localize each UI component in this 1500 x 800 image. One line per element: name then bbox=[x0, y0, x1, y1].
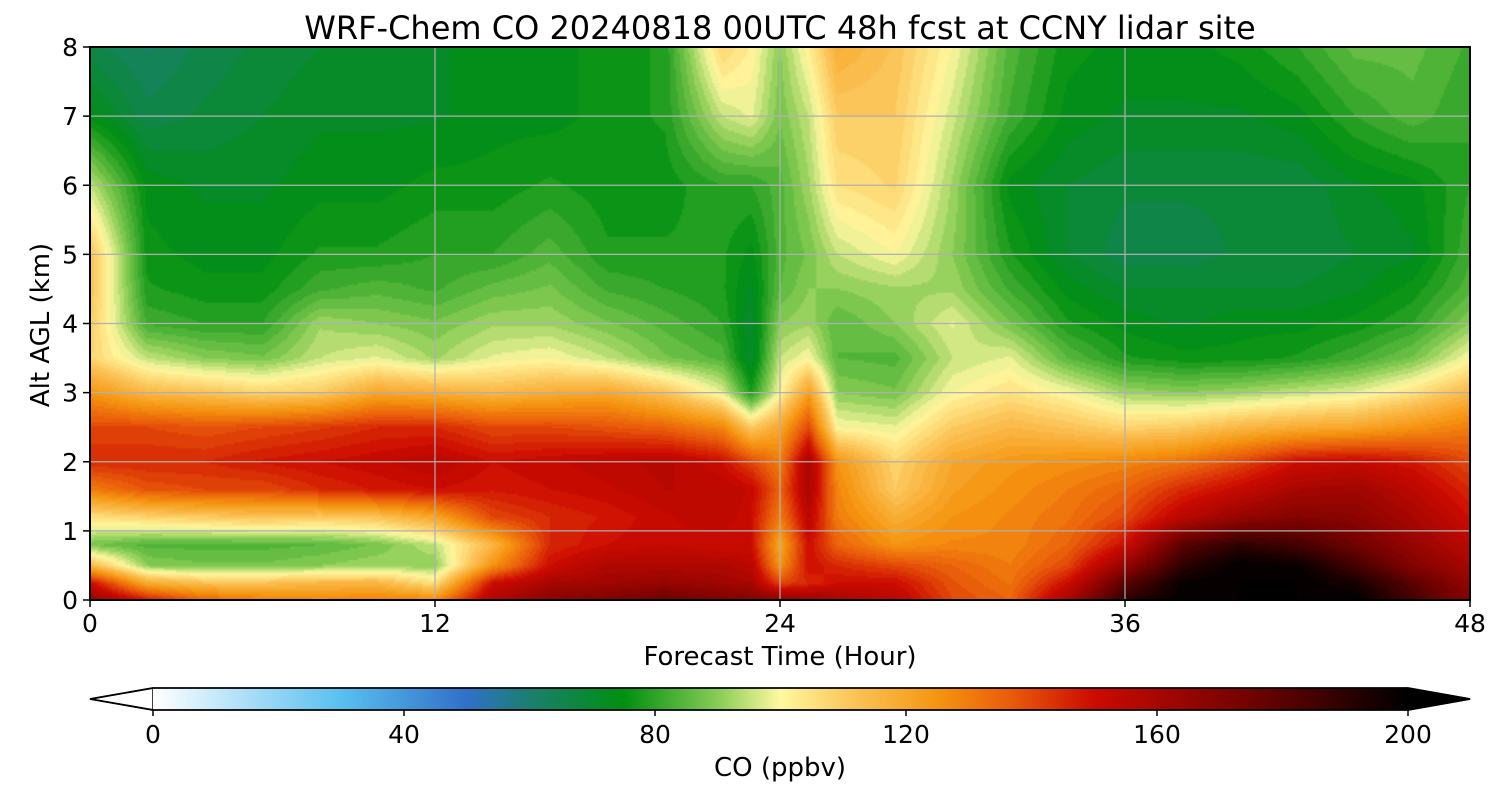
grid-lines bbox=[90, 47, 1470, 600]
y-tick-label: 7 bbox=[62, 102, 78, 131]
y-tick-label: 4 bbox=[62, 310, 78, 339]
x-tick-label: 36 bbox=[1109, 609, 1141, 638]
colorbar-tick-label: 120 bbox=[882, 720, 930, 749]
colorbar: 0 40 80 120 160 200 CO (ppbv) bbox=[89, 687, 1471, 783]
colorbar-ticks: 0 40 80 120 160 200 bbox=[145, 710, 1432, 749]
colorbar-tick-label: 200 bbox=[1384, 720, 1432, 749]
colorbar-tick-label: 40 bbox=[388, 720, 420, 749]
x-tick-label: 0 bbox=[82, 609, 98, 638]
y-axis-label: Alt AGL (km) bbox=[26, 243, 56, 407]
y-axis-ticks: 0 1 2 3 4 5 6 7 8 bbox=[62, 33, 90, 615]
colorbar-extend-low bbox=[89, 687, 154, 711]
colorbar-tick-label: 80 bbox=[639, 720, 671, 749]
x-axis-label: Forecast Time (Hour) bbox=[643, 642, 916, 672]
x-axis-ticks: 0 12 24 36 48 bbox=[82, 600, 1486, 638]
colorbar-tick-label: 0 bbox=[145, 720, 161, 749]
chart-title: WRF-Chem CO 20240818 00UTC 48h fcst at C… bbox=[304, 9, 1255, 47]
x-tick-label: 12 bbox=[419, 609, 451, 638]
colorbar-label: CO (ppbv) bbox=[714, 753, 846, 783]
y-tick-label: 2 bbox=[62, 448, 78, 477]
y-tick-label: 8 bbox=[62, 33, 78, 62]
x-tick-label: 24 bbox=[764, 609, 796, 638]
y-tick-label: 3 bbox=[62, 379, 78, 408]
colorbar-tick-label: 160 bbox=[1133, 720, 1181, 749]
y-tick-label: 1 bbox=[62, 517, 78, 546]
x-tick-label: 48 bbox=[1454, 609, 1486, 638]
colorbar-extend-high bbox=[1407, 687, 1471, 711]
y-tick-label: 0 bbox=[62, 586, 78, 615]
colorbar-body bbox=[153, 688, 1408, 710]
y-tick-label: 5 bbox=[62, 240, 78, 269]
y-tick-label: 6 bbox=[62, 171, 78, 200]
